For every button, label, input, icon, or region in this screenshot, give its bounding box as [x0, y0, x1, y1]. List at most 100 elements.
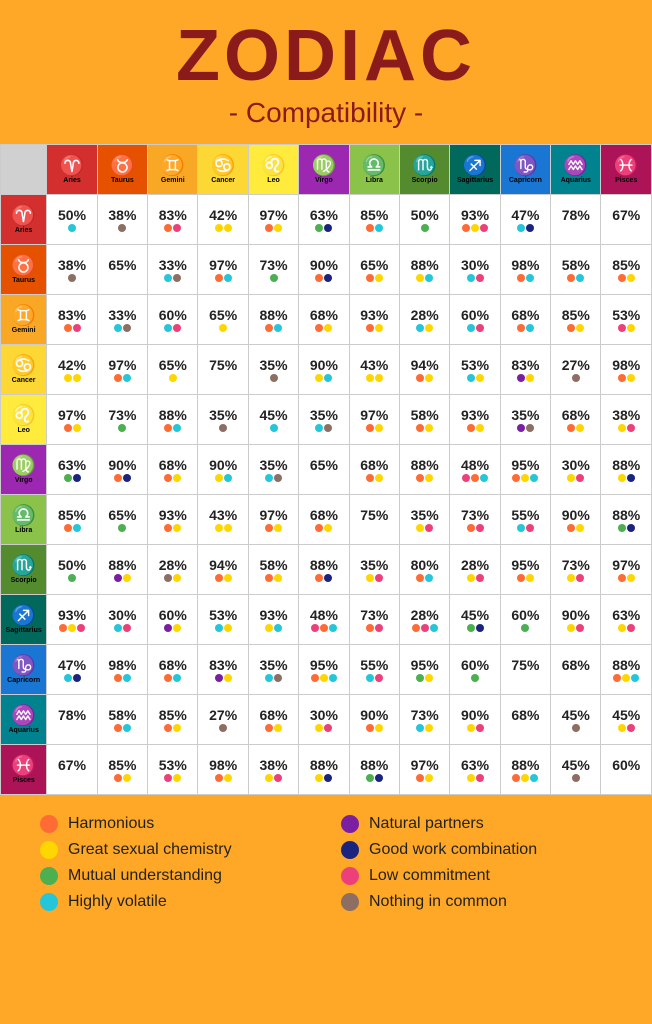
- cell: 88%: [299, 545, 349, 595]
- trait-dot: [421, 624, 429, 632]
- legend-label: Natural partners: [369, 815, 484, 833]
- trait-dot: [467, 724, 475, 732]
- percentage: 65%: [299, 457, 348, 473]
- dots: [400, 724, 449, 732]
- corner-cell: [1, 145, 47, 195]
- cell: 60%: [148, 595, 198, 645]
- dots: [551, 224, 600, 232]
- dots: [400, 424, 449, 432]
- trait-dot: [173, 774, 181, 782]
- cell: 35%: [198, 395, 248, 445]
- trait-dot: [173, 274, 181, 282]
- percentage: 88%: [98, 557, 147, 573]
- trait-dot: [123, 374, 131, 382]
- trait-dot: [576, 474, 584, 482]
- col-head-gemini: ♊Gemini: [148, 145, 198, 195]
- sign-name: Taurus: [99, 177, 146, 184]
- legend-label: Mutual understanding: [68, 867, 222, 885]
- trait-dot: [425, 374, 433, 382]
- dots: [47, 274, 96, 282]
- trait-dot: [618, 624, 626, 632]
- sign-glyph: ♓: [602, 155, 650, 177]
- cell: 88%: [399, 445, 449, 495]
- cell: 43%: [349, 345, 399, 395]
- trait-dot: [164, 424, 172, 432]
- sign-glyph: ♊: [2, 305, 45, 327]
- dots: [350, 524, 399, 532]
- trait-dot: [173, 324, 181, 332]
- trait-dot: [164, 474, 172, 482]
- cell: 38%: [97, 195, 147, 245]
- percentage: 63%: [299, 207, 348, 223]
- percentage: 75%: [501, 657, 550, 673]
- percentage: 90%: [299, 257, 348, 273]
- row-head-sagittarius: ♐Sagittarius: [1, 595, 47, 645]
- cell: 73%: [349, 595, 399, 645]
- percentage: 35%: [198, 407, 247, 423]
- percentage: 65%: [148, 357, 197, 373]
- percentage: 90%: [198, 457, 247, 473]
- sign-name: Gemini: [149, 177, 196, 184]
- trait-dot: [366, 624, 374, 632]
- trait-dot: [627, 474, 635, 482]
- trait-dot: [265, 624, 273, 632]
- dots: [249, 224, 298, 232]
- row-head-libra: ♎Libra: [1, 495, 47, 545]
- percentage: 30%: [450, 257, 499, 273]
- cell: 97%: [601, 545, 652, 595]
- trait-dot: [114, 374, 122, 382]
- percentage: 60%: [450, 307, 499, 323]
- dots: [198, 324, 247, 332]
- legend-label: Highly volatile: [68, 893, 167, 911]
- dots: [299, 674, 348, 682]
- dots: [299, 274, 348, 282]
- trait-dot: [315, 774, 323, 782]
- trait-dot: [123, 624, 131, 632]
- cell: 30%: [299, 695, 349, 745]
- dots: [350, 274, 399, 282]
- trait-dot: [329, 674, 337, 682]
- sign-name: Sagittarius: [2, 627, 45, 634]
- trait-dot: [324, 324, 332, 332]
- percentage: 93%: [47, 607, 96, 623]
- dots: [551, 274, 600, 282]
- col-head-taurus: ♉Taurus: [97, 145, 147, 195]
- trait-dot: [627, 424, 635, 432]
- percentage: 73%: [249, 257, 298, 273]
- trait-dot: [572, 374, 580, 382]
- percentage: 60%: [501, 607, 550, 623]
- trait-dot: [173, 474, 181, 482]
- percentage: 27%: [198, 707, 247, 723]
- row-head-pisces: ♓Pisces: [1, 745, 47, 795]
- dots: [400, 274, 449, 282]
- dots: [450, 474, 499, 482]
- trait-dot: [517, 274, 525, 282]
- dots: [501, 424, 550, 432]
- trait-dot: [627, 724, 635, 732]
- percentage: 90%: [551, 507, 600, 523]
- trait-dot: [572, 774, 580, 782]
- dots: [249, 574, 298, 582]
- dots: [98, 374, 147, 382]
- percentage: 90%: [299, 357, 348, 373]
- percentage: 78%: [551, 207, 600, 223]
- dots: [148, 624, 197, 632]
- trait-dot: [68, 274, 76, 282]
- sign-glyph: ♏: [2, 555, 45, 577]
- percentage: 88%: [249, 307, 298, 323]
- percentage: 33%: [148, 257, 197, 273]
- sign-name: Aries: [2, 227, 45, 234]
- trait-dot: [476, 424, 484, 432]
- trait-dot: [627, 524, 635, 532]
- trait-dot: [219, 324, 227, 332]
- cell: 97%: [47, 395, 97, 445]
- dots: [450, 374, 499, 382]
- sign-name: Virgo: [2, 477, 45, 484]
- cell: 45%: [551, 695, 601, 745]
- trait-dot: [324, 424, 332, 432]
- percentage: 45%: [249, 407, 298, 423]
- dots: [299, 474, 348, 482]
- sign-glyph: ♊: [149, 155, 196, 177]
- dots: [98, 474, 147, 482]
- trait-dot: [320, 624, 328, 632]
